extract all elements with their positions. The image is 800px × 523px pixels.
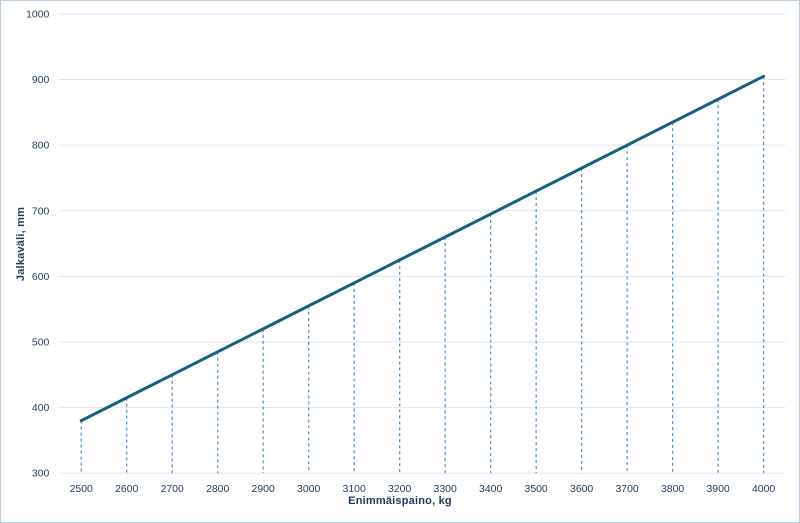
x-tick-label: 2900 [252,484,275,495]
x-tick-label: 3100 [343,484,366,495]
x-tick-label: 3600 [570,484,593,495]
x-tick-label: 3200 [388,484,411,495]
y-tick-label: 500 [32,337,50,348]
series-line [79,74,766,423]
x-tick-label: 2800 [206,484,229,495]
x-tick-label: 3000 [297,484,320,495]
y-tick-label: 300 [32,469,50,480]
x-tick-label: 3800 [661,484,684,495]
x-tick-label: 3300 [434,484,457,495]
x-tick-label: 3500 [525,484,548,495]
y-tick-label: 600 [32,272,50,283]
x-tick-label: 2700 [161,484,184,495]
y-axis-title: Jalkaväli, mm [15,206,27,282]
y-tick-label: 800 [32,141,50,152]
y-tick-label: 700 [32,206,50,217]
y-tick-label: 900 [32,75,50,86]
x-tick-label: 3700 [616,484,639,495]
x-tick-label: 4000 [752,484,775,495]
y-tick-label: 400 [32,403,50,414]
x-tick-label: 2600 [115,484,138,495]
x-tick-label: 2500 [70,484,93,495]
y-tick-label: 1000 [26,9,49,20]
x-tick-label: 3900 [706,484,729,495]
x-tick-label: 3400 [479,484,502,495]
x-axis-title: Enimmäispaino, kg [348,495,452,507]
